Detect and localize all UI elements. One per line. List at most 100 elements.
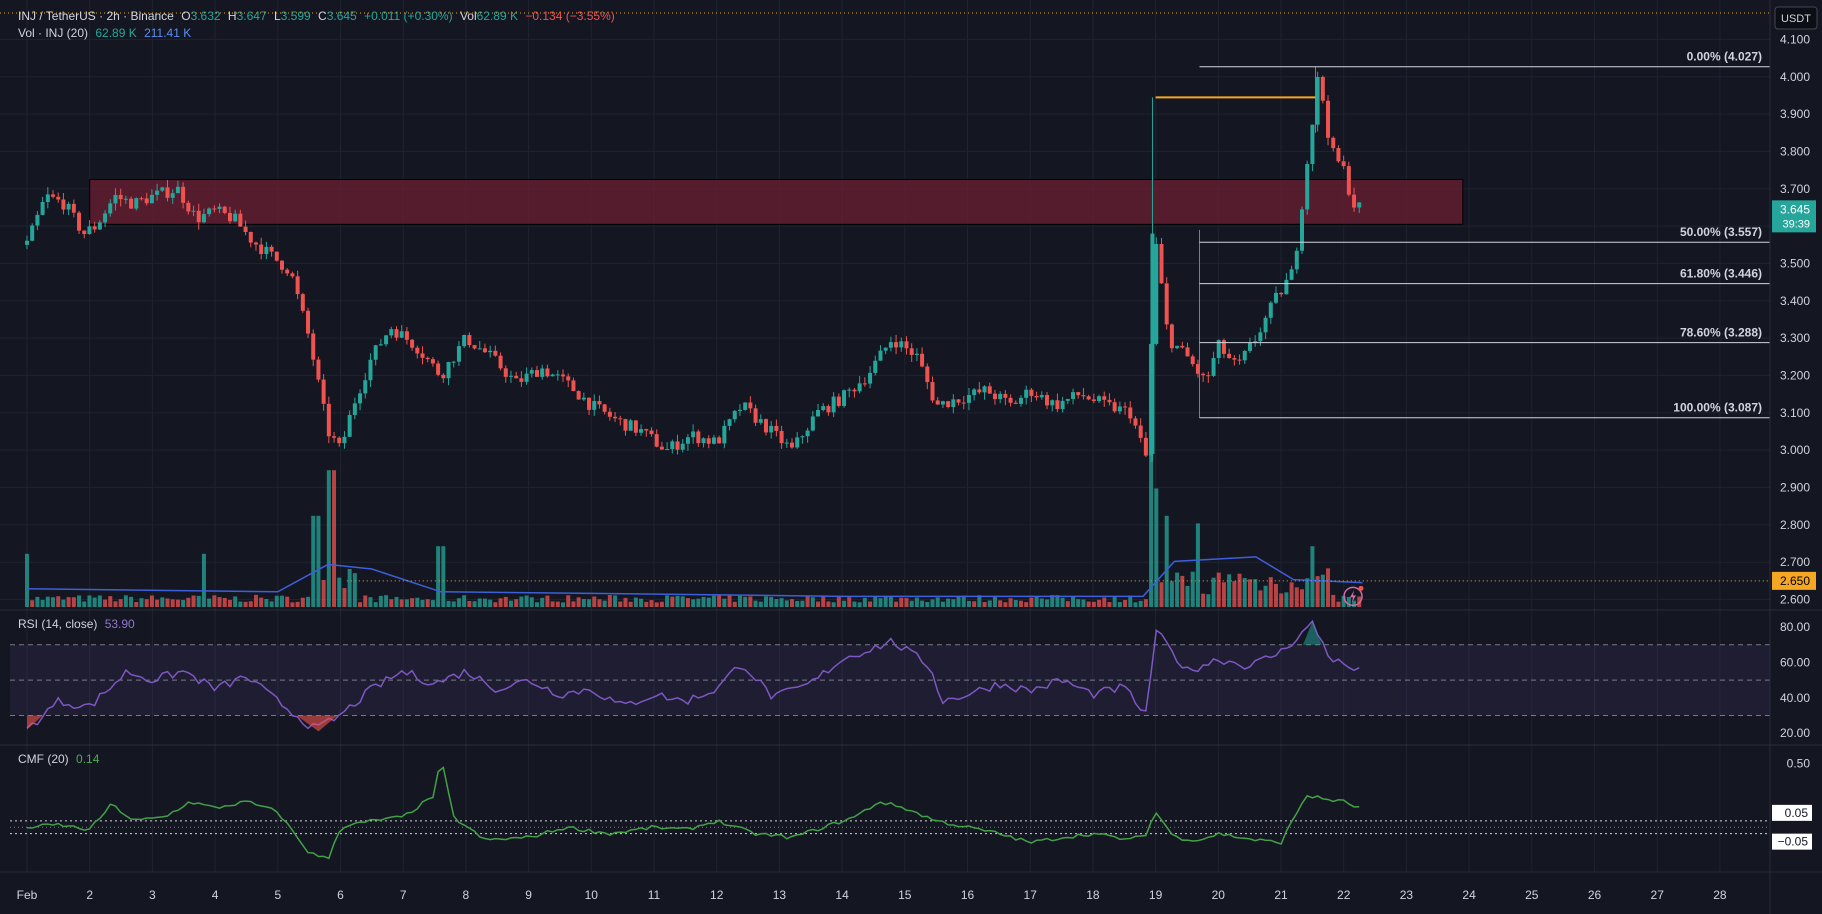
candle-body bbox=[1086, 396, 1091, 400]
volume-bar bbox=[488, 599, 493, 607]
volume-bar bbox=[30, 600, 35, 607]
cmf-level-tag bbox=[1772, 804, 1812, 821]
volume-bar bbox=[883, 596, 888, 607]
candle-body bbox=[316, 359, 321, 380]
candle-body bbox=[1018, 397, 1023, 404]
volume-bar bbox=[982, 602, 987, 607]
volume-bar bbox=[1055, 595, 1060, 607]
volume-bar bbox=[1018, 600, 1023, 607]
volume-bar bbox=[581, 598, 586, 607]
rsi-legend[interactable]: RSI (14, close) 53.90 bbox=[18, 617, 139, 631]
candle-body bbox=[1076, 392, 1081, 396]
candle-body bbox=[337, 437, 342, 444]
volume-bar bbox=[1149, 455, 1154, 607]
volume-bar bbox=[45, 596, 50, 607]
volume-bar bbox=[1185, 585, 1190, 607]
candle-body bbox=[1206, 375, 1211, 377]
support-price-value: 2.650 bbox=[1780, 574, 1810, 588]
rsi-band-fill bbox=[10, 644, 1770, 716]
volume-bar bbox=[1305, 578, 1310, 607]
price-axis[interactable]: 4.1004.0003.9003.8003.7003.6003.5003.400… bbox=[1769, 0, 1810, 914]
volume-bar bbox=[592, 596, 597, 607]
symbol-title[interactable]: INJ / TetherUS · 2h · Binance bbox=[18, 9, 174, 23]
volume-bar bbox=[935, 597, 940, 607]
bar-countdown: 39:39 bbox=[1782, 218, 1810, 230]
candle-body bbox=[644, 429, 649, 431]
time-tick-label: 16 bbox=[961, 888, 975, 902]
volume-bar bbox=[149, 595, 154, 607]
volume-bar bbox=[207, 598, 212, 607]
vol-label: Vol bbox=[459, 9, 477, 23]
time-tick-label: 18 bbox=[1086, 888, 1100, 902]
cmf-legend[interactable]: CMF (20) 0.14 bbox=[18, 752, 103, 766]
volume-bar bbox=[441, 546, 446, 607]
volume-bar bbox=[451, 601, 456, 607]
last-price-tag bbox=[1772, 200, 1816, 233]
volume-bar bbox=[1039, 598, 1044, 607]
candle-body bbox=[165, 187, 170, 198]
volume-bar bbox=[358, 602, 363, 607]
candle-body bbox=[1195, 364, 1200, 374]
volume-ma-value: 211.41 K bbox=[144, 26, 192, 40]
volume-bar bbox=[337, 577, 342, 607]
candle-body bbox=[665, 449, 670, 451]
candle-body bbox=[1175, 345, 1180, 349]
volume-bar bbox=[1138, 600, 1143, 607]
candle-body bbox=[160, 187, 165, 191]
volume-bar bbox=[1086, 601, 1091, 607]
volume-bar bbox=[425, 599, 430, 607]
volume-bar bbox=[925, 602, 930, 607]
volume-bar bbox=[816, 601, 821, 607]
candle-body bbox=[1247, 342, 1252, 351]
candle-body bbox=[519, 378, 524, 382]
volume-bar bbox=[285, 596, 290, 607]
volume-bar bbox=[691, 599, 696, 607]
price-tick-label: 3.100 bbox=[1780, 406, 1810, 420]
volume-bar bbox=[831, 602, 836, 607]
symbol-legend[interactable]: INJ / TetherUS · 2h · Binance O3.632 H3.… bbox=[18, 9, 619, 23]
volume-bar bbox=[274, 595, 279, 607]
candle-body bbox=[857, 383, 862, 392]
volume-bar bbox=[1107, 602, 1112, 607]
candle-body bbox=[977, 389, 982, 393]
fib-level-label: 0.00% (4.027) bbox=[1687, 50, 1762, 64]
volume-bar bbox=[1268, 577, 1273, 607]
volume-bar bbox=[144, 599, 149, 607]
candle-body bbox=[1221, 340, 1226, 354]
candle-body bbox=[30, 225, 35, 241]
candle-body bbox=[1326, 100, 1331, 138]
volume-bar bbox=[1081, 599, 1086, 607]
candle-body bbox=[175, 186, 180, 194]
candle-body bbox=[269, 246, 274, 252]
volume-bar bbox=[727, 595, 732, 607]
time-axis[interactable]: Feb 2 3 4 5 6 7 8 9 10 11 12 13 14 15 16 17 18 19 20 21 22 23 2… bbox=[17, 888, 1727, 902]
volume-bar bbox=[763, 596, 768, 607]
price-tick-label: 3.900 bbox=[1780, 107, 1810, 121]
cmf-pane bbox=[10, 766, 1770, 860]
volume-bar bbox=[1076, 599, 1081, 607]
candle-body bbox=[972, 389, 977, 396]
volume-bar bbox=[186, 597, 191, 607]
candle-body bbox=[1180, 345, 1185, 348]
candle-body bbox=[285, 269, 290, 274]
time-tick-label: 20 bbox=[1212, 888, 1226, 902]
candle-body bbox=[56, 196, 61, 200]
candle-body bbox=[1008, 397, 1013, 403]
candle-body bbox=[1289, 269, 1294, 280]
volume-bar bbox=[472, 601, 477, 607]
candle-body bbox=[743, 402, 748, 410]
candle-body bbox=[1045, 395, 1050, 406]
candle-body bbox=[415, 347, 420, 354]
rsi-legend-label: RSI (14, close) bbox=[18, 617, 98, 631]
volume-bar bbox=[758, 601, 763, 607]
candle-body bbox=[763, 419, 768, 433]
candle-body bbox=[649, 430, 654, 435]
volume-bar bbox=[514, 599, 519, 607]
candle-body bbox=[1107, 399, 1112, 403]
volume-legend[interactable]: Vol · INJ (20) 62.89 K 211.41 K bbox=[18, 26, 195, 40]
volume-bar bbox=[613, 595, 618, 607]
rsi-tick-label: 40.00 bbox=[1780, 691, 1810, 705]
candle-body bbox=[436, 363, 441, 375]
candle-body bbox=[748, 402, 753, 409]
